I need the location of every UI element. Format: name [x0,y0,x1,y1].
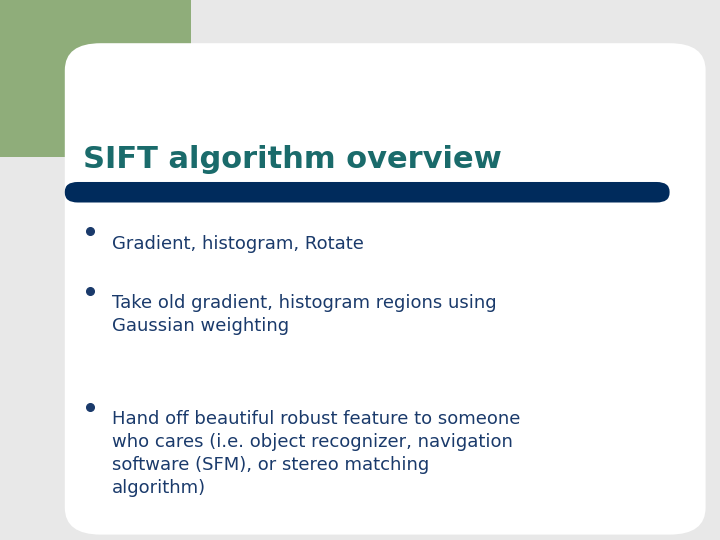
Bar [0,0,191,157]
Text: Gradient, histogram, Rotate: Gradient, histogram, Rotate [112,235,364,253]
FancyBboxPatch shape [65,43,706,535]
Text: Take old gradient, histogram regions using
Gaussian weighting: Take old gradient, histogram regions usi… [112,294,496,335]
Text: SIFT algorithm overview: SIFT algorithm overview [83,145,502,174]
Text: Hand off beautiful robust feature to someone
who cares (i.e. object recognizer, : Hand off beautiful robust feature to som… [112,410,520,497]
FancyBboxPatch shape [65,182,670,202]
